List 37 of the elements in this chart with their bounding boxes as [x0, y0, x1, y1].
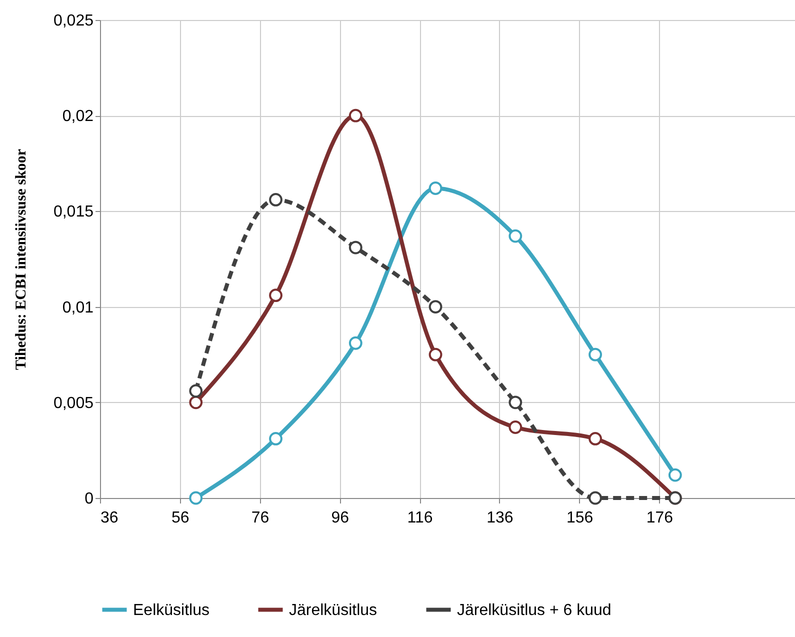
point — [189, 384, 203, 398]
point — [269, 432, 282, 446]
x-tick-label: 76 — [251, 510, 270, 526]
legend-label: Järelküsitlus — [289, 602, 378, 619]
point — [189, 396, 203, 410]
point — [348, 240, 362, 254]
x-tick-label: 116 — [407, 510, 433, 526]
y-tick-label: 0,005 — [53, 394, 94, 412]
point — [668, 468, 682, 482]
x-tick-label: 136 — [486, 510, 514, 526]
legend-label: Eelküsitlus — [133, 602, 210, 619]
x-tick-label: 96 — [331, 510, 350, 526]
point — [269, 288, 282, 302]
point — [588, 432, 602, 446]
point — [508, 396, 522, 410]
point — [189, 491, 203, 505]
point — [588, 491, 602, 505]
point — [348, 336, 362, 350]
y-tick-label: 0,01 — [62, 299, 94, 316]
y-tick-label: 0,025 — [53, 12, 94, 30]
point — [348, 108, 362, 122]
point — [588, 348, 602, 362]
legend-label: Järelküsitlus + 6 kuud — [457, 602, 612, 619]
point — [428, 182, 442, 195]
point — [508, 420, 522, 434]
point — [508, 229, 522, 243]
y-tick-label: 0,02 — [62, 108, 94, 126]
y-tick-label: 0 — [84, 490, 94, 508]
x-tick-label: 56 — [171, 510, 190, 526]
point — [428, 348, 442, 362]
point — [269, 193, 282, 206]
point — [428, 300, 442, 314]
x-tick-label: 176 — [646, 510, 674, 526]
x-tick-label: 156 — [566, 510, 594, 526]
x-tick-label: 36 — [100, 510, 118, 526]
y-axis-title: Tihedus: ECBI intensiivsuse skoor — [13, 148, 30, 370]
y-tick-label: 0,015 — [53, 204, 94, 221]
